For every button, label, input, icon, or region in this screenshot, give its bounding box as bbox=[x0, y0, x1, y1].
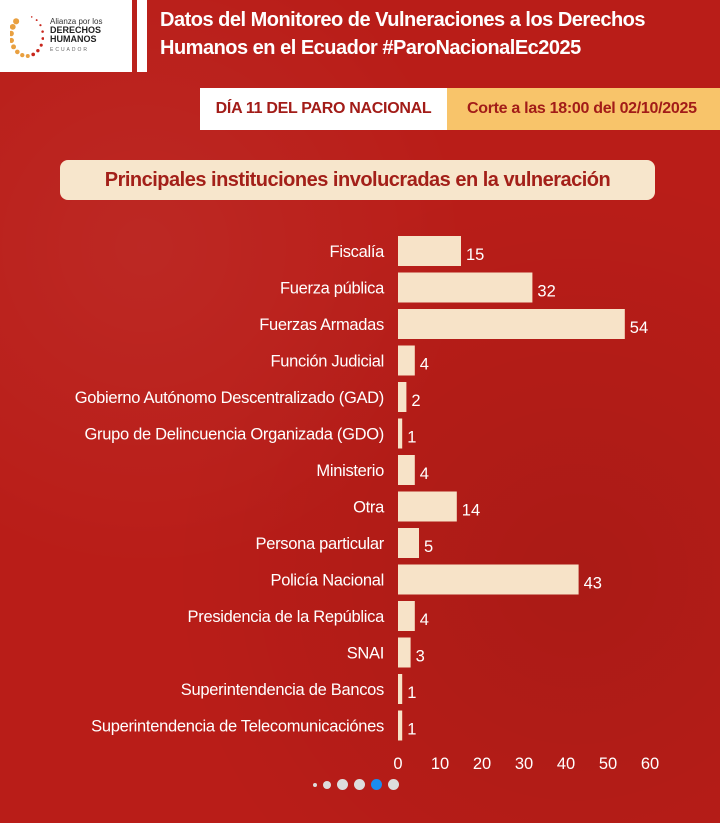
logo-dot bbox=[10, 30, 14, 37]
logo-dot bbox=[25, 53, 30, 58]
pagination-dot[interactable] bbox=[388, 779, 399, 790]
x-tick-label: 40 bbox=[557, 755, 575, 773]
value-label: 3 bbox=[416, 648, 425, 666]
logo-text: Alianza por los bbox=[50, 17, 103, 26]
bar bbox=[398, 564, 579, 595]
logo-dots-icon bbox=[10, 16, 44, 58]
logo: Alianza por los DERECHOS HUMANOS ECUADOR bbox=[0, 0, 132, 72]
title-line: Datos del Monitoreo de Vulneraciones a l… bbox=[160, 9, 646, 31]
logo-dot bbox=[10, 37, 14, 44]
bar bbox=[398, 528, 419, 558]
value-label: 1 bbox=[407, 429, 416, 447]
x-tick-label: 60 bbox=[641, 755, 659, 773]
logo-dot bbox=[35, 19, 38, 22]
bar bbox=[398, 455, 415, 485]
value-label: 14 bbox=[462, 502, 480, 520]
category-label: Superintendencia de Telecomunicaciónes bbox=[91, 718, 384, 736]
logo-dot bbox=[11, 44, 17, 50]
pagination-dot[interactable] bbox=[313, 782, 317, 787]
category-label: Otra bbox=[353, 499, 385, 517]
x-tick-label: 20 bbox=[473, 755, 491, 773]
category-label: Superintendencia de Bancos bbox=[181, 681, 384, 699]
value-label: 4 bbox=[420, 356, 429, 374]
logo-dot bbox=[41, 37, 44, 40]
category-label: SNAI bbox=[347, 645, 384, 663]
logo-dot bbox=[13, 18, 20, 25]
bar bbox=[398, 382, 407, 412]
chart-title: Principales instituciones involucradas e… bbox=[60, 160, 655, 200]
page-title: Datos del Monitoreo de Vulneraciones a l… bbox=[160, 6, 646, 62]
logo-dot bbox=[30, 16, 33, 18]
bar bbox=[398, 345, 415, 376]
cutoff-badge: Corte a las 18:00 del 02/10/2025 bbox=[447, 88, 720, 130]
bar bbox=[398, 491, 457, 522]
logo-text: HUMANOS bbox=[50, 34, 97, 44]
value-label: 5 bbox=[424, 538, 433, 556]
pagination-dots[interactable] bbox=[313, 779, 399, 790]
bar bbox=[398, 674, 403, 704]
pagination-dot[interactable] bbox=[371, 779, 382, 790]
logo-dot bbox=[39, 43, 43, 47]
bar bbox=[398, 236, 461, 266]
category-label: Fuerza pública bbox=[280, 280, 385, 298]
category-label: Presidencia de la República bbox=[188, 608, 386, 626]
title-line: Humanos en el Ecuador #ParoNacionalEc202… bbox=[160, 37, 581, 59]
value-label: 54 bbox=[630, 319, 648, 337]
category-label: Fuerzas Armadas bbox=[259, 316, 384, 334]
category-label: Persona particular bbox=[255, 535, 384, 553]
logo-text: ECUADOR bbox=[50, 47, 90, 53]
category-label: Gobierno Autónomo Descentralizado (GAD) bbox=[75, 389, 384, 407]
logo-dot bbox=[10, 23, 16, 30]
logo-dot bbox=[39, 24, 42, 27]
value-label: 1 bbox=[407, 721, 416, 739]
category-label: Fiscalía bbox=[330, 243, 386, 261]
value-label: 4 bbox=[420, 611, 429, 629]
bar bbox=[398, 272, 533, 303]
logo-dot bbox=[15, 49, 20, 55]
bar bbox=[398, 601, 415, 631]
bar bbox=[398, 418, 403, 449]
x-tick-label: 10 bbox=[431, 755, 449, 773]
x-tick-label: 0 bbox=[393, 755, 402, 773]
logo-dot bbox=[41, 30, 44, 33]
pagination-dot[interactable] bbox=[323, 780, 331, 789]
category-label: Ministerio bbox=[316, 462, 384, 480]
value-label: 1 bbox=[407, 684, 416, 702]
logo-text: DERECHOS bbox=[50, 25, 102, 35]
divider bbox=[137, 0, 147, 72]
pagination-dot[interactable] bbox=[337, 779, 348, 790]
x-tick-label: 30 bbox=[515, 755, 533, 773]
logo-dot bbox=[20, 52, 25, 58]
logo-dot bbox=[36, 48, 40, 53]
logo-dot bbox=[31, 52, 36, 57]
bar bbox=[398, 309, 625, 339]
category-label: Función Judicial bbox=[270, 353, 384, 371]
category-label: Policía Nacional bbox=[270, 572, 384, 590]
value-label: 15 bbox=[466, 246, 484, 264]
category-label: Grupo de Delincuencia Organizada (GDO) bbox=[85, 426, 385, 444]
pagination-dot[interactable] bbox=[354, 779, 365, 790]
bar bbox=[398, 710, 403, 741]
x-tick-label: 50 bbox=[599, 755, 617, 773]
value-label: 4 bbox=[420, 465, 429, 483]
value-label: 43 bbox=[584, 575, 602, 593]
value-label: 32 bbox=[537, 283, 555, 301]
value-label: 2 bbox=[411, 392, 420, 410]
day-badge: DÍA 11 DEL PARO NACIONAL bbox=[200, 88, 447, 130]
bar bbox=[398, 637, 411, 668]
